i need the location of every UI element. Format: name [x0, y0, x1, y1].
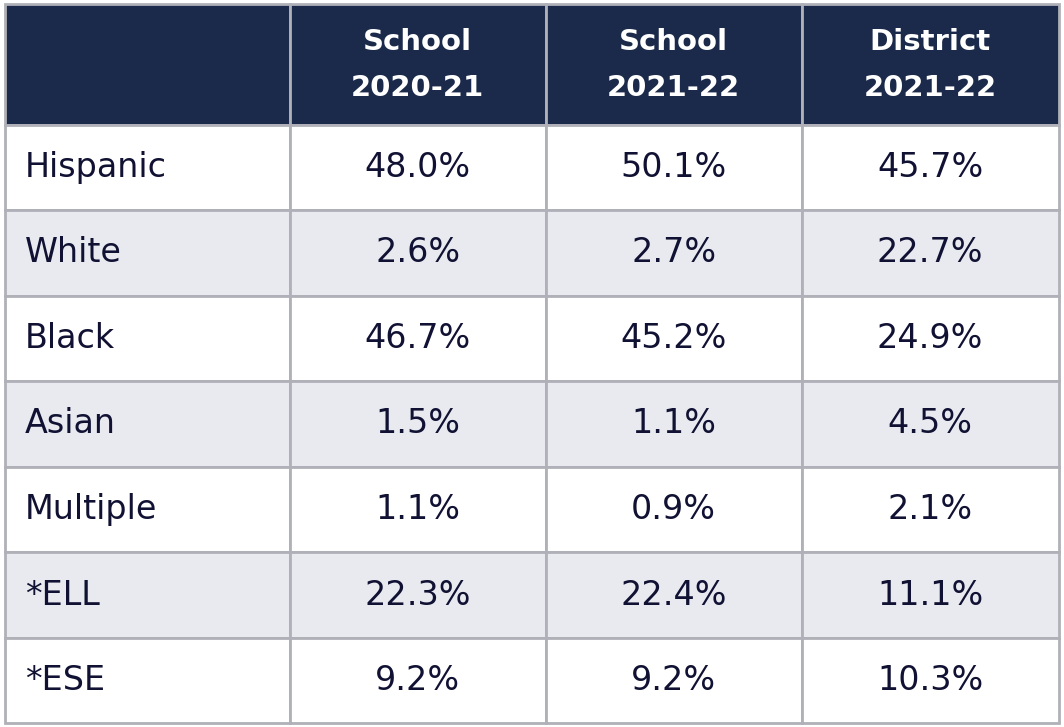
Text: 22.3%: 22.3% [365, 579, 471, 611]
Text: Black: Black [26, 322, 115, 355]
Bar [546, 381, 801, 467]
Text: 24.9%: 24.9% [877, 322, 983, 355]
Bar [801, 467, 1059, 553]
Bar [801, 210, 1059, 296]
Text: District: District [869, 28, 991, 56]
Bar [289, 381, 546, 467]
Bar [289, 124, 546, 210]
Text: 48.0%: 48.0% [365, 150, 470, 184]
Bar [801, 381, 1059, 467]
Bar [289, 553, 546, 638]
Bar [546, 296, 801, 381]
Bar [546, 124, 801, 210]
Text: 2.7%: 2.7% [631, 236, 716, 270]
Text: 50.1%: 50.1% [620, 150, 727, 184]
Bar [5, 381, 289, 467]
Text: Asian: Asian [26, 407, 116, 441]
Bar [289, 467, 546, 553]
Text: 1.5%: 1.5% [376, 407, 461, 441]
Text: School: School [619, 28, 728, 56]
Text: 10.3%: 10.3% [877, 664, 983, 697]
Text: 4.5%: 4.5% [887, 407, 972, 441]
Bar [546, 4, 801, 124]
Text: 2021-22: 2021-22 [864, 74, 997, 103]
Text: Multiple: Multiple [26, 493, 157, 526]
Bar [546, 467, 801, 553]
Bar [801, 553, 1059, 638]
Bar [5, 124, 289, 210]
Bar [546, 638, 801, 723]
Text: 1.1%: 1.1% [631, 407, 716, 441]
Bar [289, 296, 546, 381]
Bar [546, 553, 801, 638]
Text: 46.7%: 46.7% [365, 322, 471, 355]
Bar [5, 638, 289, 723]
Bar [801, 124, 1059, 210]
Bar [801, 638, 1059, 723]
Text: 0.9%: 0.9% [631, 493, 716, 526]
Bar [289, 210, 546, 296]
Text: 45.2%: 45.2% [620, 322, 727, 355]
Text: 1.1%: 1.1% [376, 493, 461, 526]
Text: School: School [363, 28, 472, 56]
Text: 11.1%: 11.1% [877, 579, 983, 611]
Text: 2020-21: 2020-21 [351, 74, 484, 103]
Text: 22.4%: 22.4% [620, 579, 727, 611]
Text: 2021-22: 2021-22 [608, 74, 741, 103]
Text: 45.7%: 45.7% [877, 150, 983, 184]
Bar [5, 467, 289, 553]
Text: *ELL: *ELL [26, 579, 100, 611]
Text: 9.2%: 9.2% [376, 664, 461, 697]
Bar [5, 553, 289, 638]
Text: 22.7%: 22.7% [877, 236, 983, 270]
Bar [5, 210, 289, 296]
Text: Hispanic: Hispanic [26, 150, 167, 184]
Text: 2.1%: 2.1% [887, 493, 972, 526]
Bar [289, 4, 546, 124]
Bar [546, 210, 801, 296]
Text: 2.6%: 2.6% [376, 236, 461, 270]
Text: *ESE: *ESE [26, 664, 105, 697]
Text: 9.2%: 9.2% [631, 664, 716, 697]
Bar [5, 296, 289, 381]
Bar [801, 4, 1059, 124]
Text: White: White [26, 236, 122, 270]
Bar [5, 4, 289, 124]
Bar [289, 638, 546, 723]
Bar [801, 296, 1059, 381]
